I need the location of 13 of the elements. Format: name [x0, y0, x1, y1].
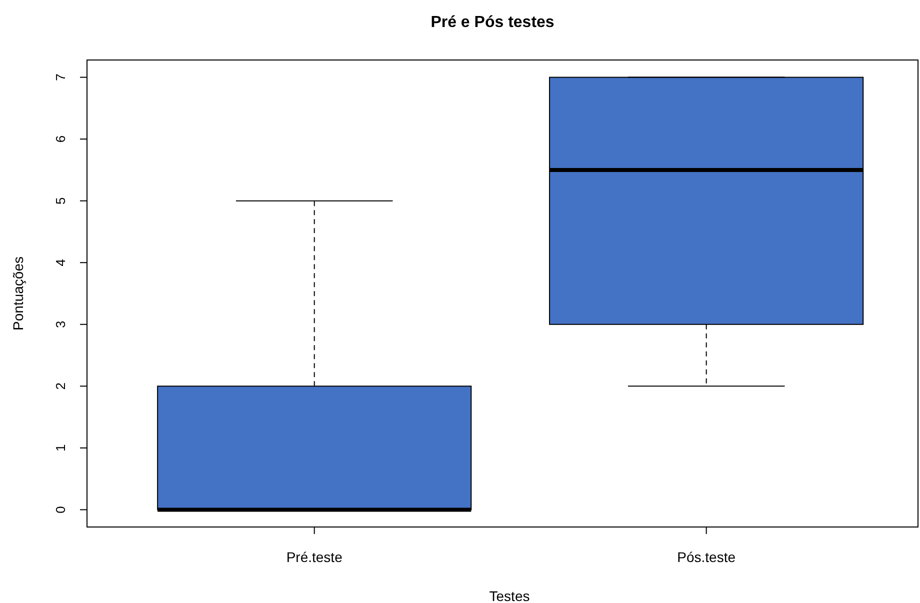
- y-tick-label: 3: [53, 320, 68, 328]
- y-tick-label: 0: [53, 506, 68, 514]
- y-tick-label: 4: [53, 258, 68, 266]
- y-axis-title: Pontuações: [10, 256, 26, 330]
- x-tick-label: Pré.teste: [286, 549, 343, 565]
- y-tick-label: 6: [53, 135, 68, 143]
- x-tick-label: Pós.teste: [677, 549, 736, 565]
- y-tick-label: 7: [53, 74, 68, 81]
- y-tick-label: 2: [53, 382, 68, 390]
- x-axis-title: Testes: [489, 588, 530, 603]
- y-tick-label: 5: [53, 197, 68, 204]
- y-tick-label: 1: [53, 444, 68, 452]
- chart-title: Pré e Pós testes: [430, 14, 554, 31]
